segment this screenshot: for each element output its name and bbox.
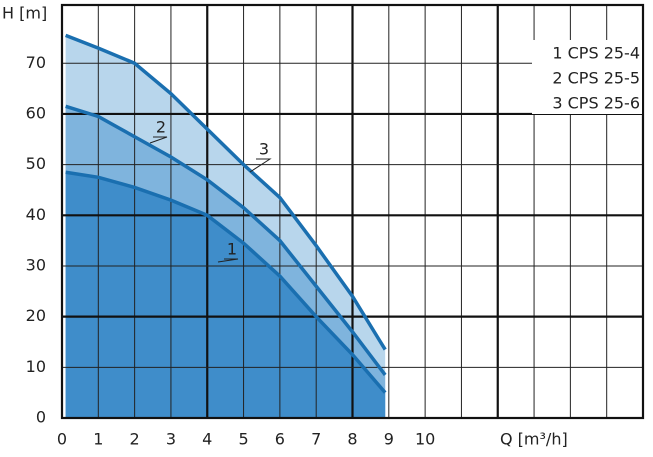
curve-label: 2	[156, 118, 166, 137]
x-tick-label: 4	[202, 430, 212, 449]
x-tick-label: 10	[415, 430, 435, 449]
legend-entry: 3 CPS 25-6	[552, 94, 640, 113]
legend-entry: 1 CPS 25-4	[552, 44, 640, 63]
curve	[65, 104, 387, 376]
y-tick-label: 40	[26, 205, 46, 224]
y-tick-label: 50	[26, 154, 46, 173]
label-leader	[249, 158, 272, 173]
x-tick-label: 8	[347, 430, 357, 449]
label-leader	[217, 258, 239, 263]
curve	[64, 33, 387, 351]
x-axis-label: Q [m³/h]	[500, 430, 568, 449]
x-tick-label: 6	[275, 430, 285, 449]
x-tick-label: 7	[311, 430, 321, 449]
curve-label: 1	[227, 240, 237, 259]
curve	[65, 170, 387, 394]
legend-entry: 2 CPS 25-5	[552, 69, 640, 88]
legend-bg	[532, 40, 642, 114]
plot-frame	[60, 3, 645, 420]
x-tick-label: 0	[57, 430, 67, 449]
curve-label: 3	[259, 140, 269, 159]
y-tick-label: 10	[26, 357, 46, 376]
y-axis-label: H [m]	[2, 4, 47, 23]
y-tick-label: 60	[26, 103, 46, 122]
y-tick-label: 20	[26, 306, 46, 325]
x-tick-label: 9	[384, 430, 394, 449]
x-tick-label: 1	[93, 430, 103, 449]
area-fill	[65, 172, 386, 418]
y-tick-label: 70	[26, 53, 46, 72]
y-tick-label: 30	[26, 255, 46, 274]
label-leader	[149, 136, 168, 144]
y-tick-label: 0	[36, 408, 46, 427]
x-tick-label: 5	[238, 430, 248, 449]
x-tick-label: 2	[130, 430, 140, 449]
x-tick-label: 3	[166, 430, 176, 449]
